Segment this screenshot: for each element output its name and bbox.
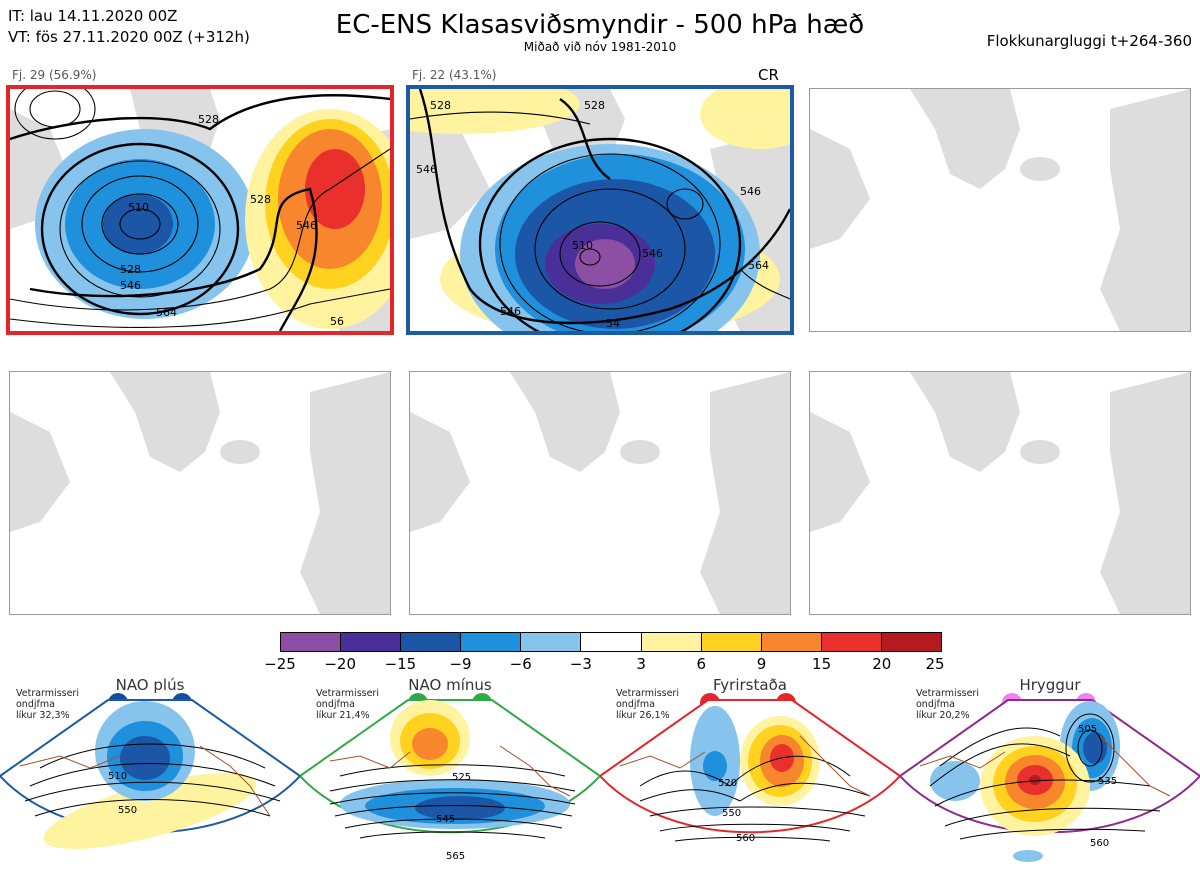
cluster-2-map[interactable]: 528 546 528 546 510 546 564 546 54 — [406, 85, 794, 335]
colorbar-swatch — [521, 633, 582, 651]
regime-nao-plus: NAO plús Vetrarmisseri ondjfma líkur 32,3%… — [0, 676, 300, 871]
contour-label: 510 — [572, 239, 593, 252]
colorbar-swatch — [641, 633, 702, 651]
regime-note: Vetrarmisseri ondjfma líkur 32,3% — [16, 688, 79, 721]
colorbar-swatch — [761, 633, 822, 651]
contour-label: 564 — [748, 259, 769, 272]
regime-note: Vetrarmisseri ondjfma líkur 21,4% — [316, 688, 379, 721]
colorbar-swatch — [281, 633, 342, 651]
cluster-1-map[interactable]: 528 528 510 528 546 564 546 56 — [6, 85, 394, 335]
contour-label: 560 — [736, 833, 755, 844]
colorbar-tick: 20 — [872, 655, 892, 673]
run-info: IT: lau 14.11.2020 00Z VT: fös 27.11.202… — [8, 6, 250, 48]
regime-title: Hryggur — [1019, 676, 1081, 694]
contour-label: 535 — [1098, 776, 1117, 787]
cluster-2-label: Fj. 22 (43.1%) — [412, 68, 497, 82]
contour-label: 545 — [436, 814, 455, 825]
empty-map-panel — [409, 371, 791, 615]
empty-map-panel — [809, 371, 1191, 615]
colorbar-tick: −20 — [324, 655, 357, 673]
page-title: EC-ENS Klasasviðsmyndir - 500 hPa hæð — [335, 10, 865, 40]
contour-label: 505 — [1078, 724, 1097, 735]
contour-label: 550 — [118, 805, 137, 816]
regime-note: Vetrarmisseri ondjfma líkur 20,2% — [916, 688, 979, 721]
regime-title: NAO plús — [115, 676, 185, 694]
contour-label: 546 — [740, 185, 761, 198]
contour-label: 56 — [330, 315, 344, 328]
colorbar-swatch — [821, 633, 882, 651]
contour-label: 528 — [198, 113, 219, 126]
regime-title: Fyrirstaða — [713, 676, 787, 694]
init-time: IT: lau 14.11.2020 00Z — [8, 7, 178, 25]
regime-title: NAO mínus — [408, 676, 492, 694]
contour-label: 510 — [108, 771, 127, 782]
page-subtitle: Miðað við nóv 1981-2010 — [523, 40, 677, 54]
contour-label: 525 — [452, 772, 471, 783]
colorbar-swatch — [341, 633, 402, 651]
empty-map-panel — [809, 88, 1191, 332]
colorbar-tick: 3 — [636, 655, 646, 673]
contour-label: 520 — [718, 778, 737, 789]
contour-label: 564 — [156, 306, 177, 319]
contour-label: 565 — [446, 851, 465, 862]
cluster-1-label: Fj. 29 (56.9%) — [12, 68, 97, 82]
colorbar-tick: 6 — [696, 655, 707, 673]
colorbar-swatch — [401, 633, 462, 651]
contour-label: 528 — [250, 193, 271, 206]
contour-label: 528 — [120, 263, 141, 276]
contour-label: 546 — [120, 279, 141, 292]
valid-time: VT: fös 27.11.2020 00Z (+312h) — [8, 28, 250, 46]
colorbar-tick: −6 — [509, 655, 532, 673]
colorbar-swatch — [701, 633, 762, 651]
colorbar-tick: −15 — [384, 655, 417, 673]
contour-label: 546 — [500, 305, 521, 318]
cluster-2-tag: CR — [758, 66, 779, 84]
window-label: Flokkunargluggi t+264-360 — [986, 32, 1192, 50]
regime-blocking: Fyrirstaða Vetrarmisseri ondjfma líkur 26,… — [600, 676, 900, 871]
land-canada — [410, 109, 490, 239]
colorbar-tick: 15 — [812, 655, 832, 673]
colorbar-swatch — [881, 633, 942, 651]
contour-label: 560 — [1090, 838, 1109, 849]
contour-label: 546 — [642, 247, 663, 260]
colorbar-tick: −9 — [449, 655, 472, 673]
contour-label: 528 — [430, 99, 451, 112]
empty-map-panel — [9, 371, 391, 615]
regime-note: Vetrarmisseri ondjfma líkur 26,1% — [616, 688, 679, 721]
colorbar-tick: 9 — [756, 655, 767, 673]
contour-label: 510 — [128, 201, 149, 214]
colorbar-tick: −3 — [569, 655, 592, 673]
colorbar — [280, 632, 942, 652]
contour-label: 546 — [296, 219, 317, 232]
regime-nao-minus: NAO mínus Vetrarmisseri ondjfma líkur 21,4… — [300, 676, 600, 871]
contour-label: 546 — [416, 163, 437, 176]
colorbar-tick: −25 — [264, 655, 296, 673]
colorbar-ticks: −25 −20 −15 −9 −6 −3 3 6 9 15 20 25 — [264, 655, 945, 675]
colorbar-tick: 25 — [925, 655, 945, 673]
contour-label: 54 — [606, 317, 620, 330]
regime-ridge: Hryggur Vetrarmisseri ondjfma líkur 20,2% — [900, 676, 1200, 871]
contour-label: 550 — [722, 808, 741, 819]
contour-label: 528 — [584, 99, 605, 112]
colorbar-swatch — [581, 633, 642, 651]
colorbar-swatch — [461, 633, 522, 651]
